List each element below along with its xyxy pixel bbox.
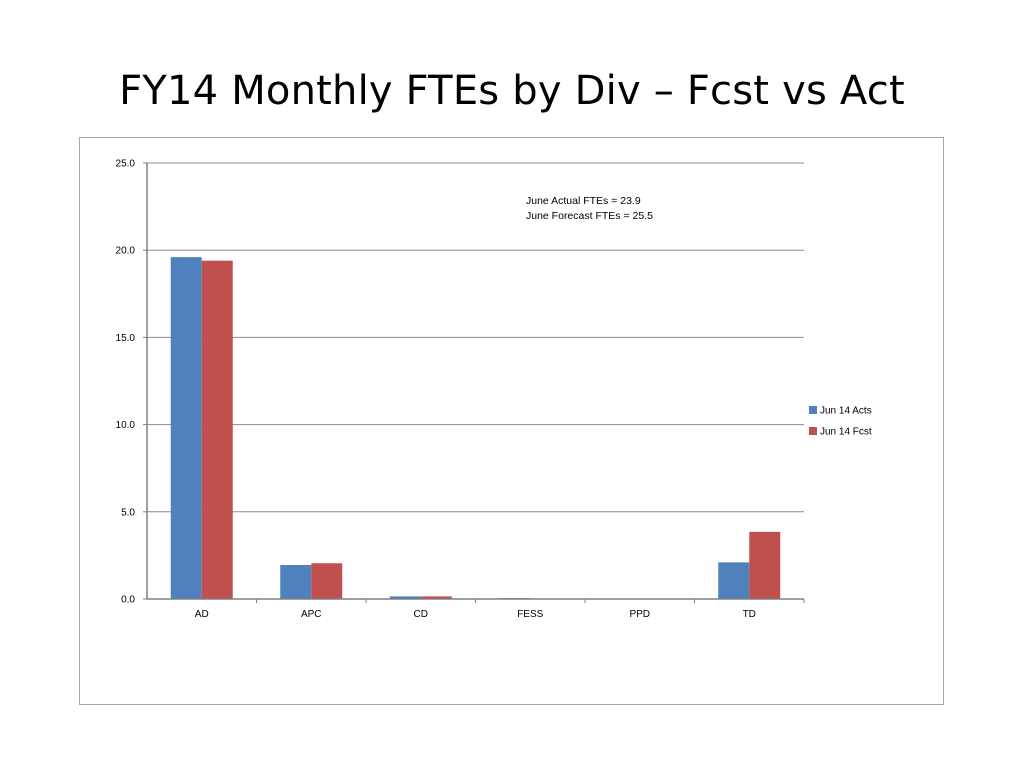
x-tick-label: FESS (517, 609, 543, 620)
x-tick-label: CD (414, 609, 428, 620)
y-tick-label: 25.0 (116, 159, 136, 170)
bar-ad-fcst (201, 260, 233, 599)
legend-swatch (809, 406, 817, 414)
bar-td-acts (718, 562, 750, 599)
bar-chart: 0.0 5.0 10.0 15.0 20.0 25.0 AD APC CD FESS PPD TD J… (116, 159, 872, 621)
y-tick-label: 5.0 (121, 507, 135, 518)
bar-td-fcst (749, 531, 781, 599)
chart-annotation: June Forecast FTEs = 25.5 (526, 210, 653, 222)
y-tick-label: 20.0 (116, 246, 136, 257)
bar-apc-acts (280, 564, 312, 599)
slide-title: FY14 Monthly FTEs by Div – Fcst vs Act (119, 68, 905, 114)
legend-label: Jun 14 Acts (820, 406, 872, 417)
legend-swatch (809, 427, 817, 435)
bar-cd-acts (389, 596, 421, 599)
x-tick-label: PPD (629, 609, 650, 620)
y-tick-label: 15.0 (116, 333, 136, 344)
bar-apc-fcst (311, 563, 343, 599)
legend-label: Jun 14 Fcst (820, 427, 872, 438)
x-tick-label: TD (743, 609, 756, 620)
x-tick-label: APC (301, 609, 322, 620)
bar-cd-fcst (420, 596, 452, 599)
bar-ad-acts (170, 257, 202, 599)
y-tick-label: 0.0 (121, 595, 135, 606)
y-tick-label: 10.0 (116, 420, 136, 431)
chart-annotation: June Actual FTEs = 23.9 (526, 195, 641, 207)
chart-frame: 0.0 5.0 10.0 15.0 20.0 25.0 AD APC CD FESS PPD TD J… (79, 137, 944, 705)
x-tick-label: AD (195, 609, 209, 620)
